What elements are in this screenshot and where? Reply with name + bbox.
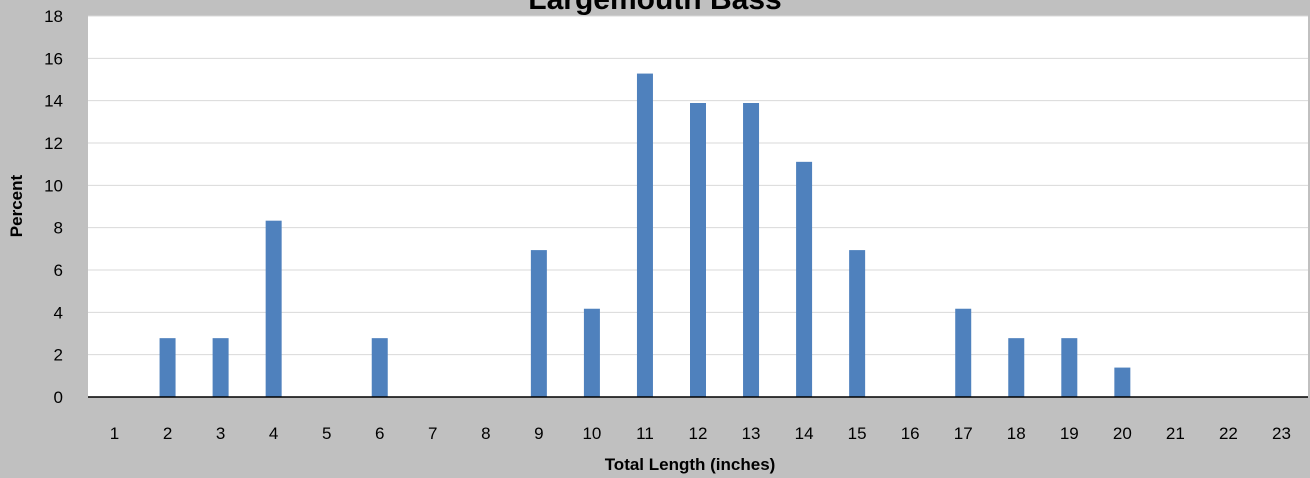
x-tick-labels: 1 2 3 4 5 6 7 8 9 10 11 12 13 14 15 16 17 18 19 20 21 22 23 [110, 424, 1291, 443]
x-tick-label: 2 [163, 424, 172, 443]
x-tick-label: 6 [375, 424, 384, 443]
y-tick-label: 8 [54, 219, 63, 238]
y-axis-title: Percent [7, 174, 26, 237]
y-tick-label: 2 [54, 346, 63, 365]
x-tick-label: 22 [1219, 424, 1238, 443]
bar [1061, 338, 1078, 397]
x-tick-label: 15 [848, 424, 867, 443]
x-tick-label: 16 [901, 424, 920, 443]
bar [1114, 367, 1131, 397]
y-tick-label: 12 [44, 134, 63, 153]
bar [796, 161, 813, 397]
x-tick-label: 21 [1166, 424, 1185, 443]
bar [849, 250, 866, 397]
x-tick-label: 12 [689, 424, 708, 443]
x-axis-title: Total Length (inches) [605, 455, 776, 474]
x-tick-label: 3 [216, 424, 225, 443]
x-tick-label: 9 [534, 424, 543, 443]
x-tick-label: 20 [1113, 424, 1132, 443]
chart-title: Largemouth Bass [528, 0, 781, 16]
bars [159, 73, 1131, 398]
y-tick-label: 14 [44, 92, 63, 111]
x-tick-label: 19 [1060, 424, 1079, 443]
y-tick-label: 18 [44, 7, 63, 26]
y-tick-labels: 0 2 4 6 8 10 12 14 16 18 [44, 7, 63, 407]
y-tick-label: 10 [44, 176, 63, 195]
x-tick-label: 11 [636, 424, 654, 443]
bar [530, 250, 547, 397]
x-tick-label: 4 [269, 424, 278, 443]
bar [636, 73, 653, 397]
bar [159, 338, 176, 397]
x-tick-label: 8 [481, 424, 490, 443]
y-tick-label: 4 [54, 303, 63, 322]
x-tick-label: 23 [1272, 424, 1291, 443]
x-tick-label: 1 [110, 424, 119, 443]
bar [265, 220, 282, 397]
x-tick-label: 14 [795, 424, 814, 443]
x-tick-label: 17 [954, 424, 973, 443]
x-tick-label: 5 [322, 424, 331, 443]
bar [955, 308, 972, 397]
x-tick-label: 13 [742, 424, 761, 443]
x-tick-label: 7 [428, 424, 437, 443]
y-tick-label: 0 [54, 388, 63, 407]
x-tick-label: 10 [582, 424, 601, 443]
x-tick-label: 18 [1007, 424, 1026, 443]
y-tick-label: 6 [54, 261, 63, 280]
bar [743, 102, 760, 398]
bar [212, 338, 229, 397]
y-tick-label: 16 [44, 49, 63, 68]
bar [690, 102, 706, 398]
bar [583, 308, 600, 397]
bar [1008, 338, 1025, 397]
bar [371, 338, 388, 397]
